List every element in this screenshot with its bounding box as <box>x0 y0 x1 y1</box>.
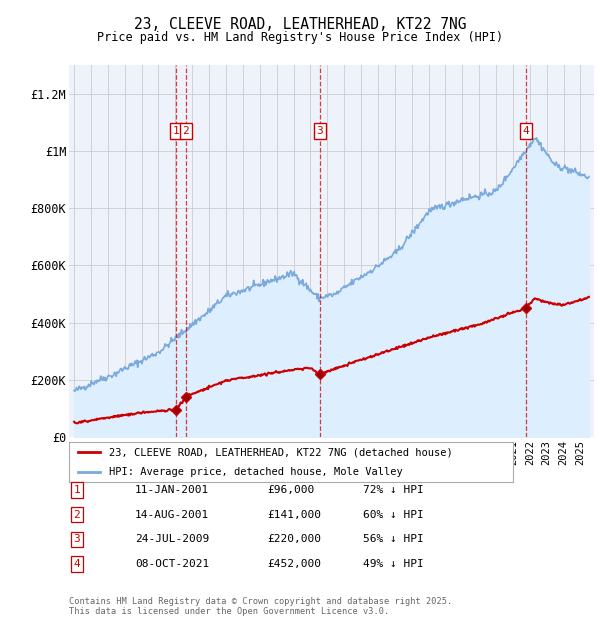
Text: £96,000: £96,000 <box>267 485 314 495</box>
Text: 08-OCT-2021: 08-OCT-2021 <box>135 559 209 569</box>
Text: Contains HM Land Registry data © Crown copyright and database right 2025.: Contains HM Land Registry data © Crown c… <box>69 597 452 606</box>
Text: Price paid vs. HM Land Registry's House Price Index (HPI): Price paid vs. HM Land Registry's House … <box>97 31 503 43</box>
Text: £220,000: £220,000 <box>267 534 321 544</box>
Text: 1: 1 <box>73 485 80 495</box>
Text: £452,000: £452,000 <box>267 559 321 569</box>
Text: 11-JAN-2001: 11-JAN-2001 <box>135 485 209 495</box>
Text: 4: 4 <box>73 559 80 569</box>
Text: 2: 2 <box>182 126 189 136</box>
Text: 49% ↓ HPI: 49% ↓ HPI <box>363 559 424 569</box>
Text: 3: 3 <box>316 126 323 136</box>
Text: £141,000: £141,000 <box>267 510 321 520</box>
Text: 56% ↓ HPI: 56% ↓ HPI <box>363 534 424 544</box>
Text: 1: 1 <box>172 126 179 136</box>
Text: 4: 4 <box>523 126 529 136</box>
Text: 72% ↓ HPI: 72% ↓ HPI <box>363 485 424 495</box>
Text: 23, CLEEVE ROAD, LEATHERHEAD, KT22 7NG (detached house): 23, CLEEVE ROAD, LEATHERHEAD, KT22 7NG (… <box>109 447 453 457</box>
Text: 24-JUL-2009: 24-JUL-2009 <box>135 534 209 544</box>
Text: 14-AUG-2001: 14-AUG-2001 <box>135 510 209 520</box>
Text: 23, CLEEVE ROAD, LEATHERHEAD, KT22 7NG: 23, CLEEVE ROAD, LEATHERHEAD, KT22 7NG <box>134 17 466 32</box>
Text: 60% ↓ HPI: 60% ↓ HPI <box>363 510 424 520</box>
Text: HPI: Average price, detached house, Mole Valley: HPI: Average price, detached house, Mole… <box>109 467 403 477</box>
Text: This data is licensed under the Open Government Licence v3.0.: This data is licensed under the Open Gov… <box>69 607 389 616</box>
Text: 3: 3 <box>73 534 80 544</box>
Text: 2: 2 <box>73 510 80 520</box>
